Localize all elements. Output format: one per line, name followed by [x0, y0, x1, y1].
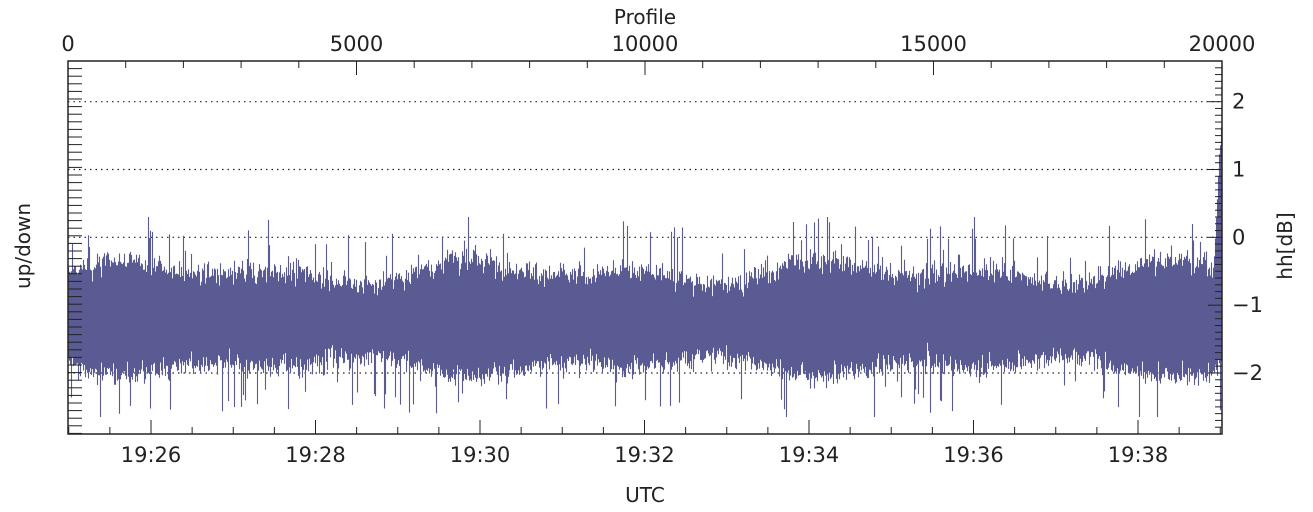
series-line [67, 127, 1223, 417]
tick-labels: 0 5000 10000 15000 20000 19:26 19:28 19:30 19:32… [61, 32, 1263, 467]
bottom-axis-title: UTC [625, 483, 665, 507]
bottom-tick-label: 19:36 [943, 443, 1004, 467]
right-tick-label: −2 [1232, 361, 1263, 385]
tick-marks [67, 60, 1223, 434]
series-hh-db [67, 127, 1223, 417]
right-axis-title: hh[dB] [1273, 212, 1297, 279]
bottom-tick-label: 19:32 [614, 443, 675, 467]
top-tick-label: 10000 [612, 32, 679, 56]
top-tick-label: 15000 [900, 32, 967, 56]
bottom-tick-label: 19:30 [450, 443, 511, 467]
bottom-tick-label: 19:28 [285, 443, 346, 467]
bottom-tick-label: 19:34 [779, 443, 840, 467]
top-axis-title: Profile [614, 5, 676, 29]
bottom-tick-label: 19:26 [121, 443, 182, 467]
top-tick-label: 20000 [1189, 32, 1256, 56]
right-tick-label: 2 [1232, 90, 1245, 114]
right-tick-label: 0 [1232, 225, 1245, 249]
top-tick-label: 0 [61, 32, 74, 56]
right-tick-label: 1 [1232, 158, 1245, 182]
left-axis-title: up/down [11, 203, 35, 289]
right-tick-label: −1 [1232, 293, 1263, 317]
top-tick-label: 5000 [330, 32, 383, 56]
bottom-tick-label: 19:38 [1108, 443, 1169, 467]
